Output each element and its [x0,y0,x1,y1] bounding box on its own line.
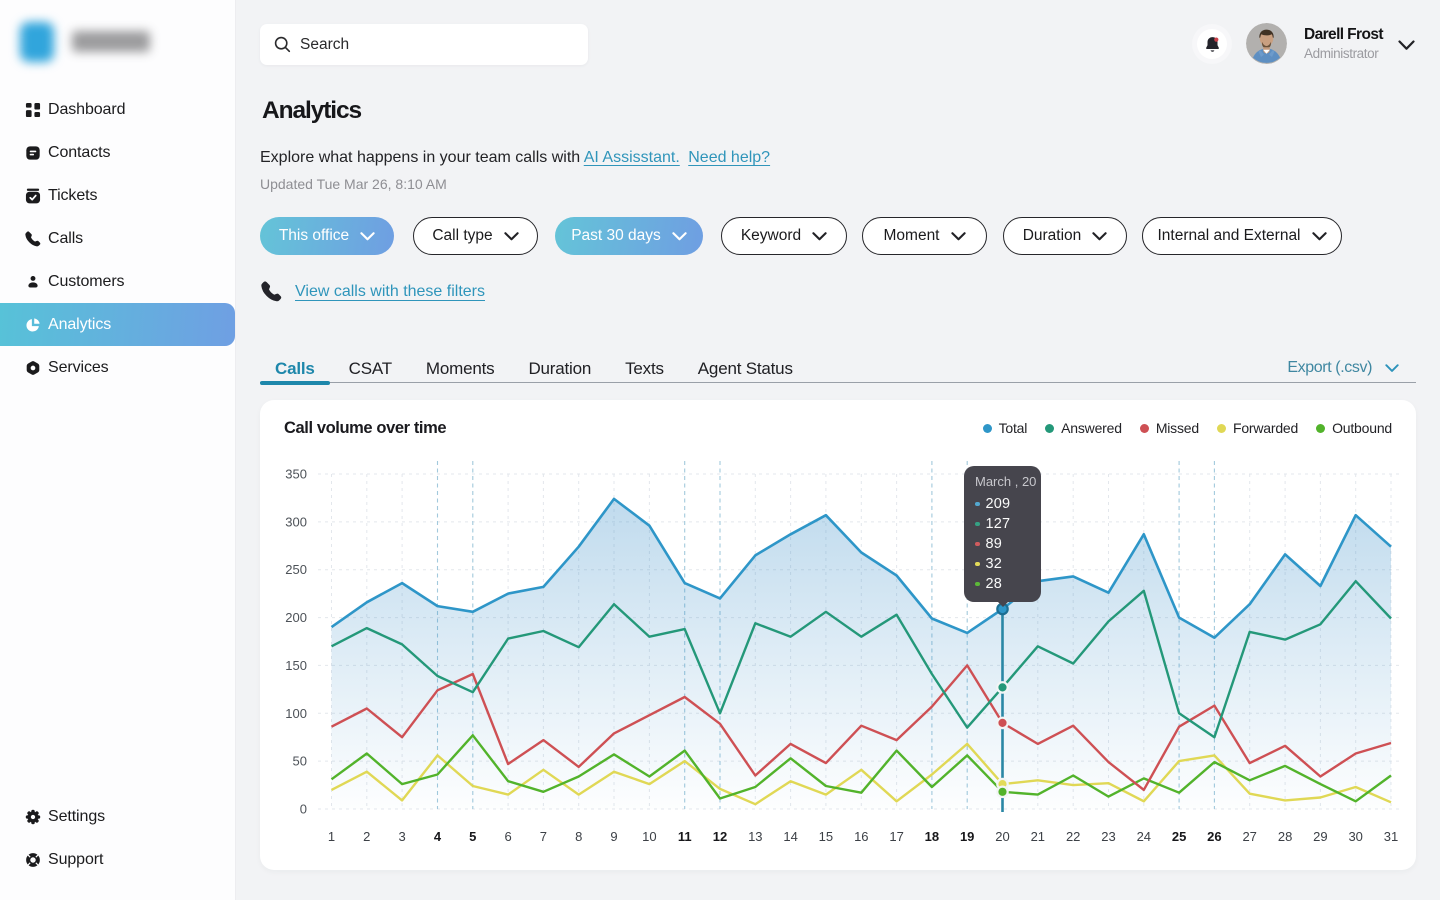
svg-text:200: 200 [285,610,307,625]
svg-text:28: 28 [1278,829,1292,844]
svg-text:9: 9 [610,829,617,844]
svg-text:12: 12 [713,829,727,844]
svg-text:22: 22 [1066,829,1080,844]
svg-text:11: 11 [678,829,692,844]
svg-text:18: 18 [925,829,939,844]
svg-text:26: 26 [1207,829,1221,844]
svg-text:0: 0 [300,802,307,817]
svg-text:10: 10 [642,829,656,844]
svg-text:100: 100 [285,706,307,721]
svg-text:14: 14 [783,829,797,844]
svg-text:21: 21 [1031,829,1045,844]
svg-text:19: 19 [960,829,974,844]
svg-text:16: 16 [854,829,868,844]
svg-text:25: 25 [1172,829,1186,844]
svg-text:13: 13 [748,829,762,844]
svg-text:350: 350 [285,467,307,482]
svg-text:5: 5 [469,829,476,844]
svg-text:23: 23 [1101,829,1115,844]
svg-text:24: 24 [1137,829,1151,844]
svg-text:27: 27 [1242,829,1256,844]
svg-text:20: 20 [995,829,1009,844]
svg-text:4: 4 [434,829,442,844]
svg-text:50: 50 [293,754,307,769]
svg-text:15: 15 [819,829,833,844]
svg-text:31: 31 [1384,829,1398,844]
svg-text:150: 150 [285,658,307,673]
svg-text:1: 1 [328,829,335,844]
svg-text:250: 250 [285,562,307,577]
svg-text:2: 2 [363,829,370,844]
svg-text:30: 30 [1348,829,1362,844]
svg-text:300: 300 [285,514,307,529]
svg-text:7: 7 [540,829,547,844]
svg-text:8: 8 [575,829,582,844]
svg-text:3: 3 [398,829,405,844]
svg-text:29: 29 [1313,829,1327,844]
svg-text:17: 17 [889,829,903,844]
svg-text:6: 6 [504,829,511,844]
